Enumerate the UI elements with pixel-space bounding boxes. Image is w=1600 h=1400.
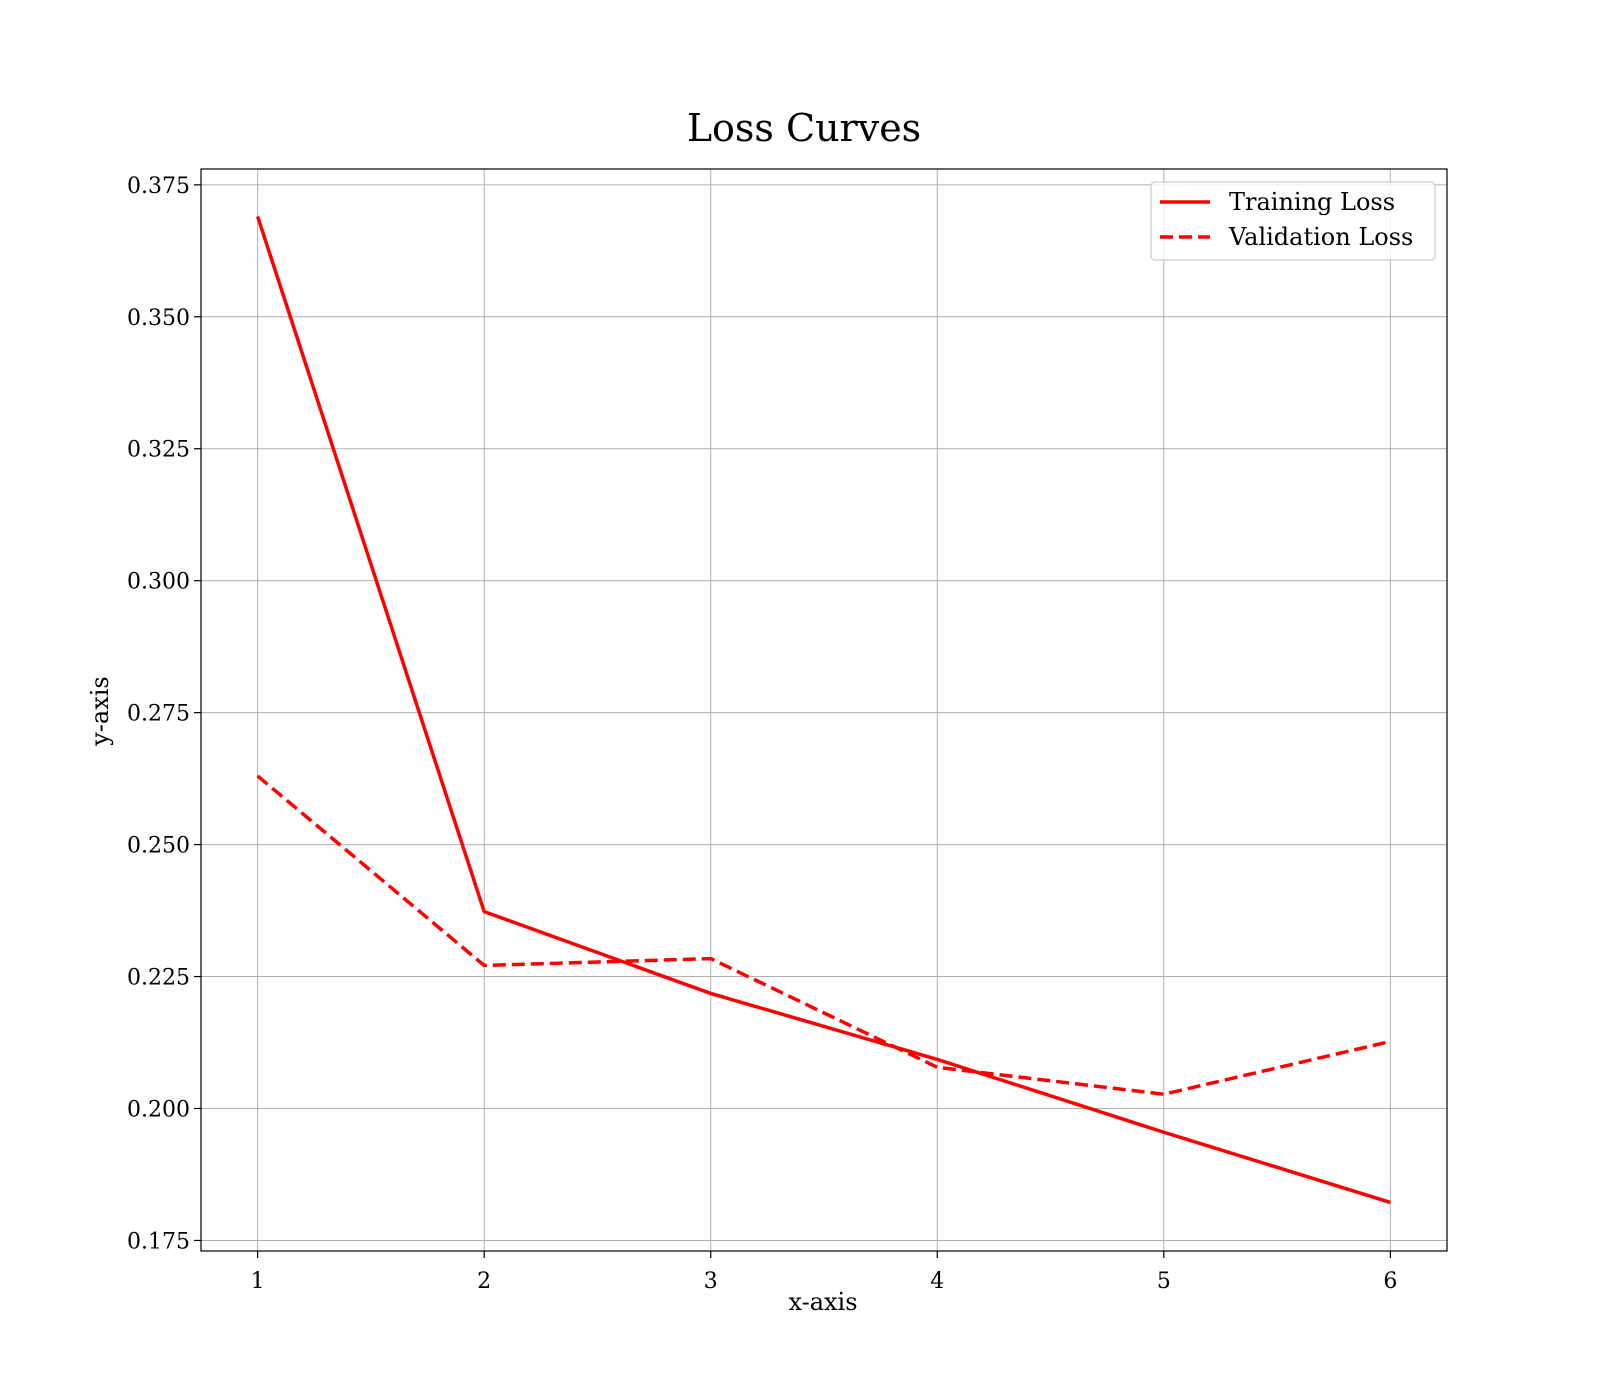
- x-axis-ticks: 1 2 3 4 5 6: [251, 1251, 1397, 1294]
- x-tick-label: 6: [1383, 1269, 1397, 1294]
- legend-box: [1150, 181, 1436, 261]
- legend-label: Training Loss: [1229, 188, 1395, 216]
- y-tick-label: 0.250: [127, 834, 190, 859]
- x-axis-label: x-axis: [788, 1288, 857, 1316]
- x-tick-label: 4: [930, 1269, 944, 1294]
- x-tick-label: 2: [477, 1269, 491, 1294]
- chart-title: Loss Curves: [687, 106, 921, 150]
- y-tick-label: 0.325: [127, 438, 190, 463]
- y-tick-label: 0.300: [127, 570, 190, 595]
- y-tick-label: 0.200: [127, 1097, 190, 1122]
- y-axis-label: y-axis: [86, 676, 114, 747]
- legend-label: Validation Loss: [1228, 223, 1413, 251]
- x-tick-label: 3: [704, 1269, 718, 1294]
- y-tick-label: 0.375: [127, 174, 190, 199]
- y-tick-label: 0.175: [127, 1229, 190, 1254]
- y-axis-ticks: 0.175 0.200 0.225 0.250 0.275 0.300 0.325 0.350…: [127, 174, 201, 1254]
- y-tick-label: 0.225: [127, 966, 190, 991]
- x-tick-label: 5: [1157, 1269, 1171, 1294]
- series-line-validation-loss: [256, 774, 1391, 1096]
- y-tick-label: 0.350: [127, 306, 190, 331]
- series-line-training-loss: [255, 215, 1391, 1205]
- plot-area-frame: [200, 168, 1448, 1252]
- y-tick-label: 0.275: [127, 702, 190, 727]
- grid-lines: [201, 169, 1447, 1251]
- series-lines: [255, 215, 1391, 1205]
- x-tick-label: 1: [251, 1269, 265, 1294]
- legend: Training Loss Validation Loss: [1150, 181, 1436, 261]
